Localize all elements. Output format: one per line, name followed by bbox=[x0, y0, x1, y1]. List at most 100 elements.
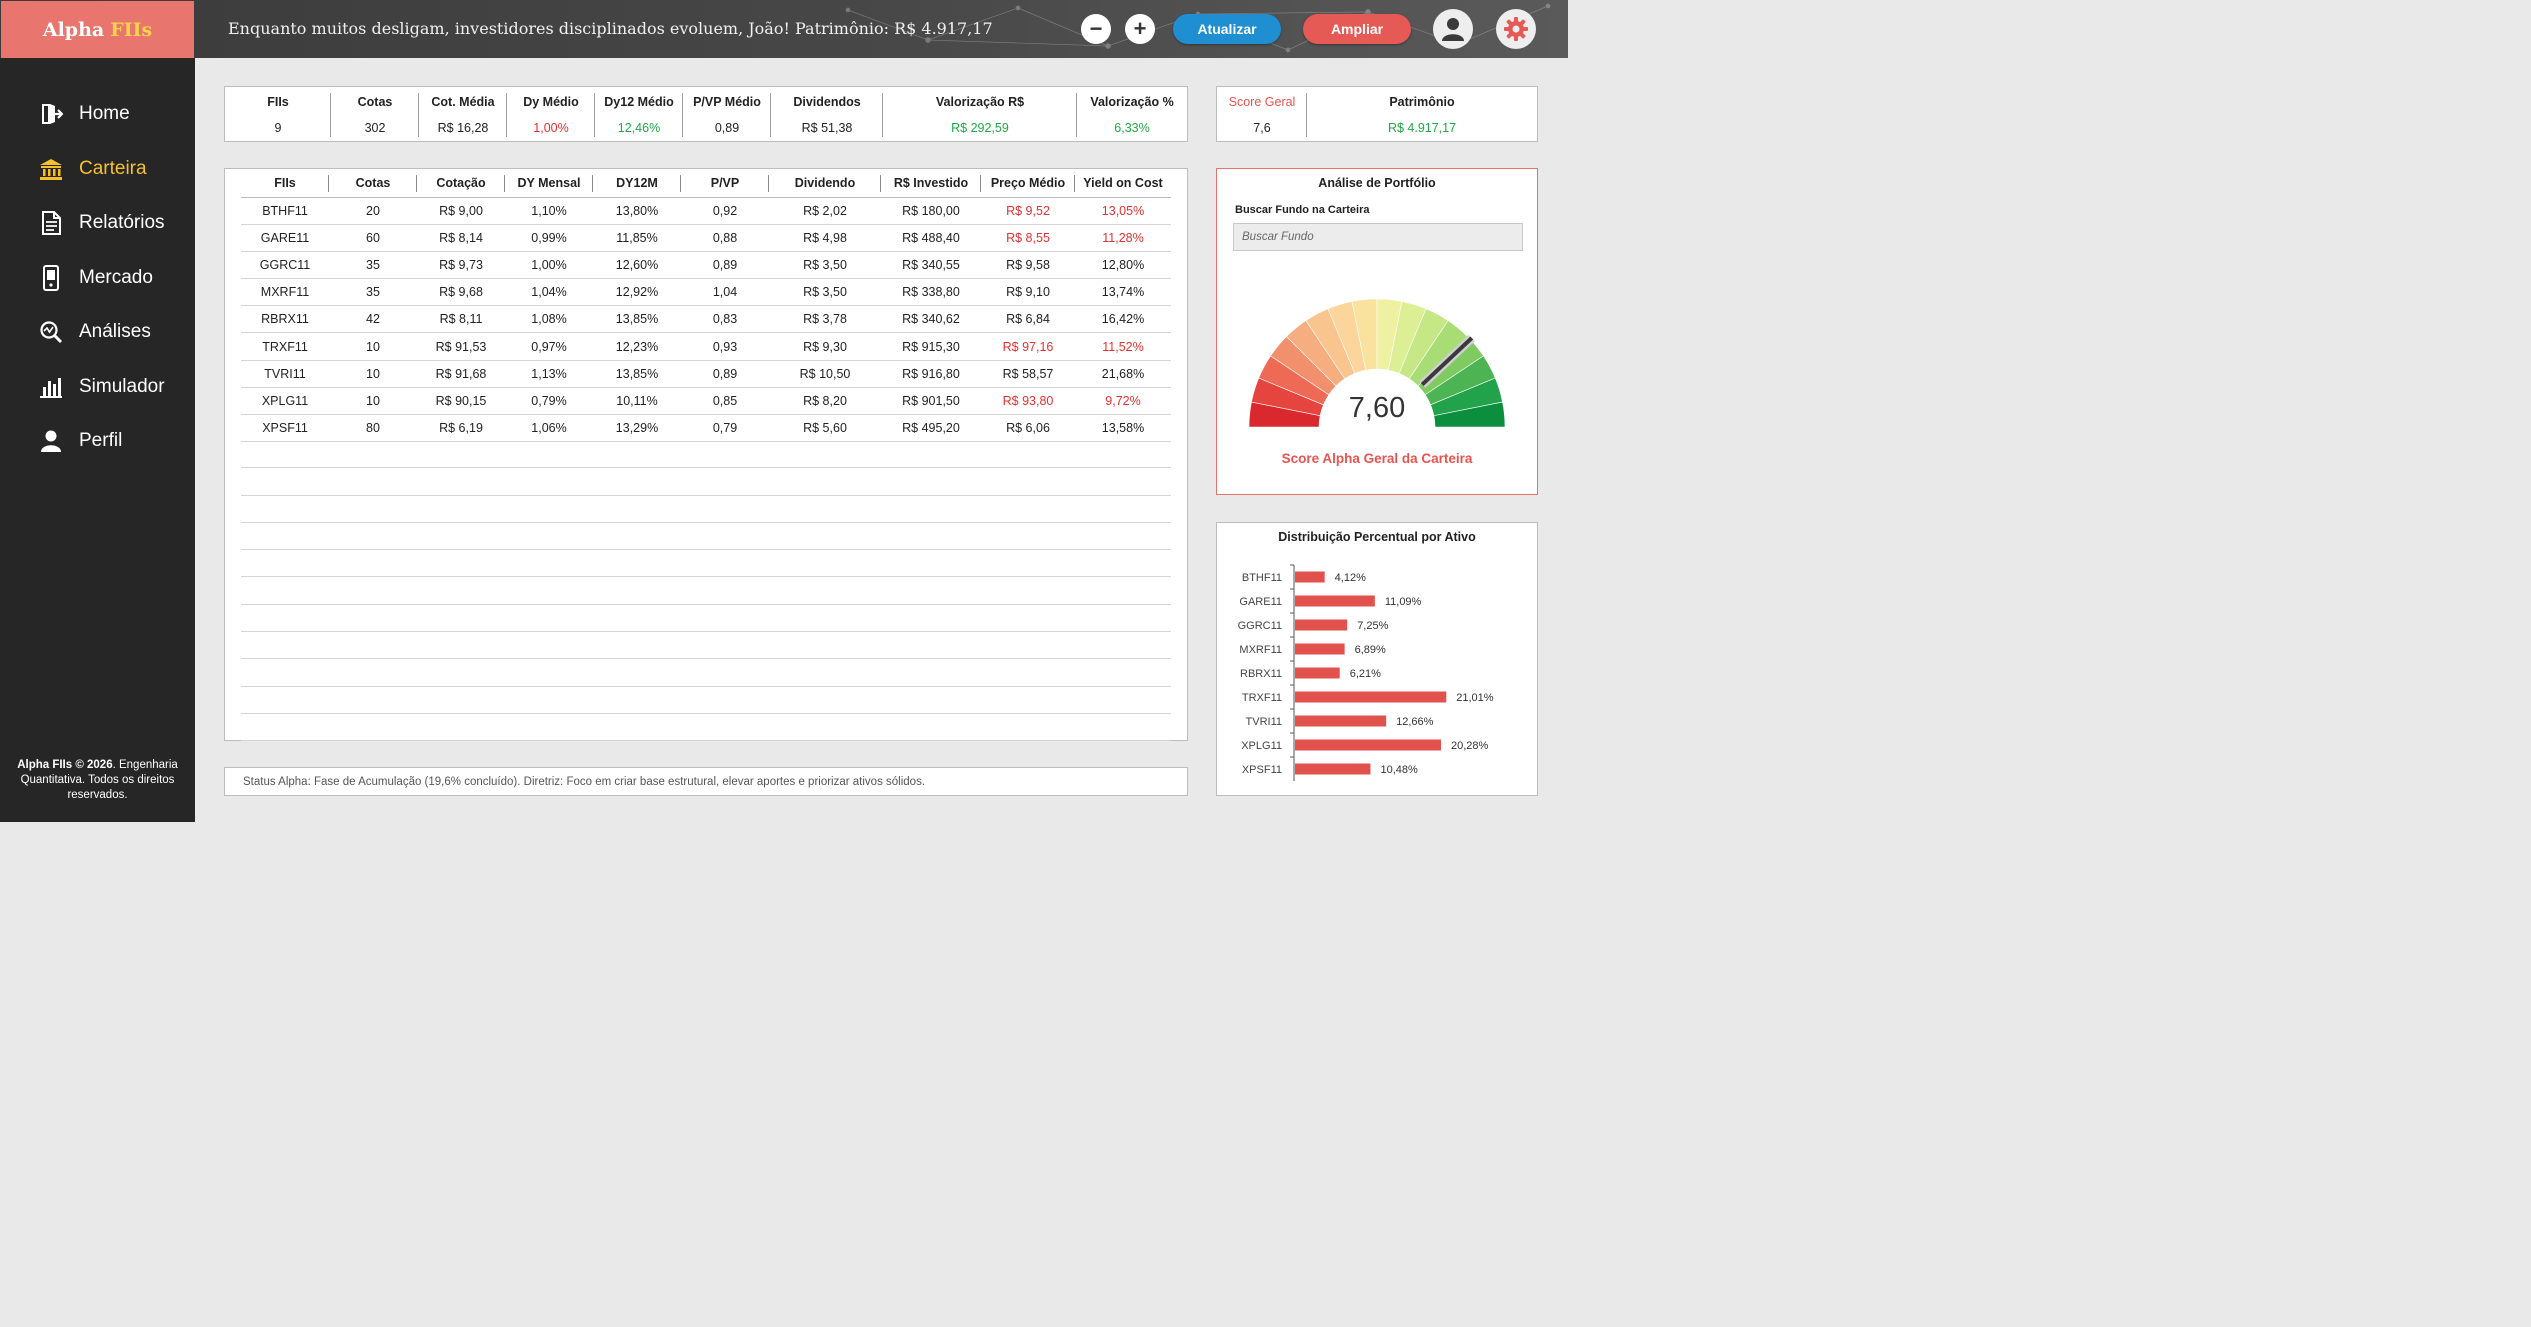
chart-bar bbox=[1295, 667, 1340, 679]
table-cell: 13,80% bbox=[593, 197, 681, 225]
empty-row bbox=[241, 441, 1171, 469]
empty-table-rows bbox=[241, 441, 1171, 742]
column-header[interactable]: Cotas bbox=[329, 170, 417, 198]
column-header[interactable]: P/VP bbox=[681, 170, 769, 198]
kpi-valorizacao-pct: Valorização % 6,33% bbox=[1077, 87, 1187, 143]
empty-row bbox=[241, 714, 1171, 742]
table-cell: BTHF11 bbox=[241, 197, 329, 225]
column-header[interactable]: Preço Médio bbox=[981, 170, 1075, 198]
column-header[interactable]: FIIs bbox=[241, 170, 329, 198]
sidebar-item-mercado[interactable]: Mercado bbox=[38, 263, 153, 293]
kpi-label: Score Geral bbox=[1228, 95, 1296, 109]
table-cell: R$ 495,20 bbox=[881, 414, 981, 443]
kpi-dy-medio: Dy Médio 1,00% bbox=[507, 87, 595, 143]
table-cell: R$ 9,00 bbox=[417, 197, 505, 225]
table-cell: 35 bbox=[329, 278, 417, 307]
table-cell: MXRF11 bbox=[241, 278, 329, 307]
column-header[interactable]: Dividendo bbox=[769, 170, 881, 198]
chart-value-label: 21,01% bbox=[1456, 692, 1494, 704]
table-cell: 60 bbox=[329, 224, 417, 252]
column-header[interactable]: DY12M bbox=[593, 170, 681, 198]
sidebar-item-perfil[interactable]: Perfil bbox=[38, 426, 122, 456]
column-header[interactable]: Cotação bbox=[417, 170, 505, 198]
gauge-value: 7,60 bbox=[1349, 392, 1405, 424]
table-row[interactable]: MXRF11 35 R$ 9,68 1,04% 12,92% 1,04 R$ 3,50 R$ … bbox=[241, 278, 1171, 307]
table-cell: R$ 901,50 bbox=[881, 387, 981, 416]
table-row[interactable]: TRXF11 10 R$ 91,53 0,97% 12,23% 0,93 R$ 9,30 R$… bbox=[241, 332, 1171, 361]
column-header[interactable]: DY Mensal bbox=[505, 170, 593, 198]
gear-icon bbox=[1504, 17, 1528, 41]
chart-category-label: BTHF11 bbox=[1242, 572, 1282, 584]
column-header[interactable]: R$ Investido bbox=[881, 170, 981, 198]
logo-text: Alpha bbox=[42, 18, 105, 41]
table-cell: R$ 6,06 bbox=[981, 414, 1075, 443]
sidebar-item-simulador[interactable]: Simulador bbox=[38, 372, 165, 402]
expand-button[interactable]: Ampliar bbox=[1303, 14, 1411, 44]
table-cell: 1,06% bbox=[505, 414, 593, 443]
empty-row bbox=[241, 468, 1171, 496]
settings-button[interactable] bbox=[1496, 9, 1536, 49]
table-row[interactable]: TVRI11 10 R$ 91,68 1,13% 13,85% 0,89 R$ 10,50 R… bbox=[241, 360, 1171, 388]
refresh-button[interactable]: Atualizar bbox=[1173, 14, 1281, 44]
kpi-value: 0,89 bbox=[714, 121, 740, 135]
table-cell: R$ 9,68 bbox=[417, 278, 505, 307]
table-cell: TVRI11 bbox=[241, 360, 329, 388]
table-cell: 12,80% bbox=[1075, 251, 1171, 280]
chart-category-label: MXRF11 bbox=[1239, 644, 1282, 656]
sidebar-item-label: Mercado bbox=[79, 267, 153, 288]
empty-row bbox=[241, 523, 1171, 551]
chart-value-label: 6,89% bbox=[1355, 644, 1386, 656]
table-cell: R$ 338,80 bbox=[881, 278, 981, 307]
table-cell: 13,29% bbox=[593, 414, 681, 443]
chart-value-label: 10,48% bbox=[1380, 764, 1418, 776]
table-row[interactable]: XPLG11 10 R$ 90,15 0,79% 10,11% 0,85 R$ 8,20 R$… bbox=[241, 387, 1171, 416]
kpi-dy12-medio: Dy12 Médio 12,46% bbox=[595, 87, 683, 143]
table-cell: 0,79% bbox=[505, 387, 593, 416]
sidebar-item-analises[interactable]: Análises bbox=[38, 317, 151, 347]
bank-icon bbox=[38, 156, 64, 182]
sidebar-item-relatorios[interactable]: Relatórios bbox=[38, 208, 165, 238]
app-logo[interactable]: Alpha FIIs bbox=[1, 1, 194, 58]
kpi-value: 12,46% bbox=[617, 121, 661, 135]
table-cell: 1,04% bbox=[505, 278, 593, 307]
chart-bar bbox=[1295, 619, 1348, 631]
table-row[interactable]: BTHF11 20 R$ 9,00 1,10% 13,80% 0,92 R$ 2,02 R$ … bbox=[241, 197, 1171, 225]
table-cell: R$ 340,55 bbox=[881, 251, 981, 280]
table-row[interactable]: GARE11 60 R$ 8,14 0,99% 11,85% 0,88 R$ 4,98 R$ … bbox=[241, 224, 1171, 252]
kpi-label: Valorização % bbox=[1090, 95, 1174, 109]
zoom-in-button[interactable]: + bbox=[1125, 14, 1155, 44]
table-cell: 20 bbox=[329, 197, 417, 225]
column-header[interactable]: Yield on Cost bbox=[1075, 170, 1171, 198]
kpi-dividendos: Dividendos R$ 51,38 bbox=[771, 87, 883, 143]
table-cell: 1,10% bbox=[505, 197, 593, 225]
table-cell: R$ 8,14 bbox=[417, 224, 505, 252]
table-cell: R$ 9,30 bbox=[769, 332, 881, 361]
sidebar-item-carteira[interactable]: Carteira bbox=[38, 154, 147, 184]
table-row[interactable]: RBRX11 42 R$ 8,11 1,08% 13,85% 0,83 R$ 3,78 R$ … bbox=[241, 305, 1171, 334]
zoom-out-button[interactable]: − bbox=[1081, 14, 1111, 44]
document-icon bbox=[38, 210, 64, 236]
sidebar-item-home[interactable]: Home bbox=[38, 99, 130, 129]
profile-button[interactable] bbox=[1433, 9, 1473, 49]
sidebar-item-label: Relatórios bbox=[79, 212, 165, 233]
table-cell: 10,11% bbox=[593, 387, 681, 416]
kpi-value: 7,6 bbox=[1253, 121, 1271, 135]
kpi-label: Cotas bbox=[357, 95, 393, 109]
phone-icon bbox=[38, 265, 64, 291]
table-cell: R$ 340,62 bbox=[881, 305, 981, 334]
chart-category-label: XPSF11 bbox=[1242, 764, 1282, 776]
kpi-value: R$ 292,59 bbox=[951, 121, 1009, 135]
table-cell: 0,97% bbox=[505, 332, 593, 361]
table-cell: 1,13% bbox=[505, 360, 593, 388]
table-cell: R$ 915,30 bbox=[881, 332, 981, 361]
table-cell: 42 bbox=[329, 305, 417, 334]
search-label: Buscar Fundo na Carteira bbox=[1235, 204, 1370, 216]
table-cell: 12,92% bbox=[593, 278, 681, 307]
chart-bar bbox=[1295, 739, 1442, 751]
table-cell: 10 bbox=[329, 332, 417, 361]
search-fund-input[interactable] bbox=[1233, 223, 1523, 251]
kpi-cotas: Cotas 302 bbox=[331, 87, 419, 143]
exit-door-icon bbox=[38, 101, 64, 127]
table-row[interactable]: XPSF11 80 R$ 6,19 1,06% 13,29% 0,79 R$ 5,60 R$ … bbox=[241, 414, 1171, 443]
table-row[interactable]: GGRC11 35 R$ 9,73 1,00% 12,60% 0,89 R$ 3,50 R$ … bbox=[241, 251, 1171, 280]
